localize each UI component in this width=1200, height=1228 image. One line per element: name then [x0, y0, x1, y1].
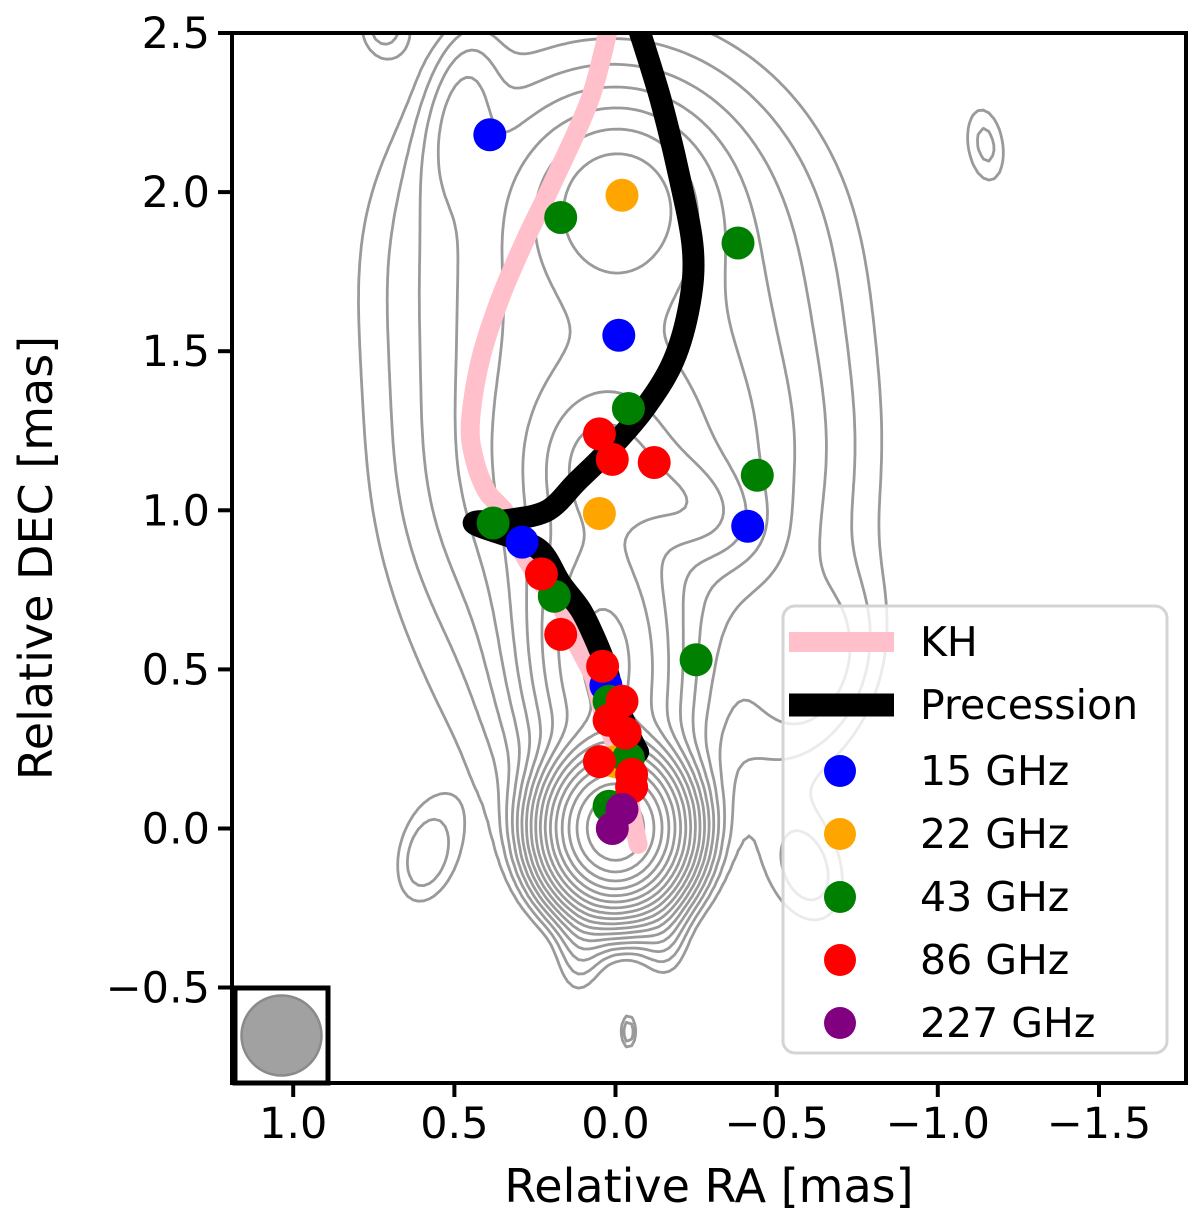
data-point-43-ghz	[721, 226, 755, 260]
y-tick-label: 2.0	[142, 168, 210, 218]
y-tick-label: −0.5	[106, 964, 210, 1014]
legend-label-15-ghz: 15 GHz	[920, 747, 1069, 795]
y-tick-label: 2.5	[142, 9, 210, 59]
data-point-86-ghz	[637, 446, 671, 479]
legend-label-kh: KH	[920, 618, 978, 666]
legend-entry-227-ghz: 227 GHz	[824, 999, 1095, 1047]
y-tick-label: 0.0	[142, 805, 210, 855]
legend-label-43-ghz: 43 GHz	[920, 873, 1069, 921]
data-point-43-ghz	[544, 201, 578, 234]
data-point-86-ghz	[524, 557, 558, 591]
y-axis-label: Relative DEC [mas]	[9, 336, 63, 780]
beam-indicator	[232, 985, 331, 1086]
data-point-86-ghz	[586, 649, 620, 683]
legend-marker-15-ghz	[824, 755, 856, 787]
beam-circle	[240, 994, 323, 1077]
x-axis-label: Relative RA [mas]	[504, 1159, 913, 1213]
x-tick-label: −1.5	[1047, 1099, 1151, 1149]
x-tick-label: −0.5	[724, 1099, 828, 1149]
legend-frame	[781, 604, 1169, 1055]
data-point-86-ghz	[582, 745, 616, 779]
data-point-43-ghz	[740, 458, 774, 492]
legend-marker-43-ghz	[824, 881, 856, 913]
x-tick-label: 0.0	[581, 1099, 649, 1149]
data-point-86-ghz	[608, 716, 642, 750]
legend-entry-86-ghz: 86 GHz	[824, 936, 1069, 984]
data-point-43-ghz	[476, 506, 510, 540]
legend-label-227-ghz: 227 GHz	[920, 999, 1095, 1047]
data-point-15-ghz	[473, 118, 507, 152]
y-tick-label: 1.5	[142, 327, 210, 377]
legend-entry-43-ghz: 43 GHz	[824, 873, 1069, 921]
data-point-15-ghz	[505, 525, 539, 559]
data-point-22-ghz	[605, 178, 639, 212]
plot-frame	[230, 31, 1188, 1085]
legend-label-22-ghz: 22 GHz	[920, 810, 1069, 858]
legend-entry-kh: KH	[789, 618, 978, 666]
axes: 1.0 0.5 0.0 −0.5 −1.0 −1.5 2.5 2.0 1.5 1.0 0.5 0.0 −…	[106, 9, 1188, 1149]
data-point-86-ghz	[544, 617, 578, 651]
legend-marker-227-ghz	[824, 1007, 856, 1039]
legend-marker-86-ghz	[824, 944, 856, 976]
y-tick-label: 0.5	[142, 645, 210, 695]
legend-entry-22-ghz: 22 GHz	[824, 810, 1069, 858]
data-point-15-ghz	[731, 509, 765, 543]
data-point-43-ghz	[679, 643, 713, 677]
legend-marker-22-ghz	[824, 818, 856, 850]
scatter-86-ghz	[524, 417, 671, 804]
y-tick-label: 1.0	[142, 486, 210, 536]
data-point-15-ghz	[602, 318, 636, 352]
legend-entry-15-ghz: 15 GHz	[824, 747, 1069, 795]
data-point-86-ghz	[582, 417, 616, 451]
x-tick-label: 0.5	[420, 1099, 488, 1149]
data-point-22-ghz	[582, 497, 616, 530]
x-tick-label: 1.0	[259, 1099, 327, 1149]
data-point-43-ghz	[611, 392, 645, 425]
scatter-227-ghz	[595, 792, 639, 845]
data-point-86-ghz	[595, 442, 629, 476]
legend-label-86-ghz: 86 GHz	[920, 936, 1069, 984]
data-point-227-ghz	[595, 812, 629, 845]
legend-box: KH Precession 15 GHz 22 GHz 43 GHz 86 GHz 227 …	[781, 604, 1169, 1055]
legend-label-precession: Precession	[920, 681, 1138, 729]
x-tick-label: −1.0	[886, 1099, 990, 1149]
component-positions	[473, 118, 774, 845]
legend-entry-precession: Precession	[789, 681, 1138, 729]
